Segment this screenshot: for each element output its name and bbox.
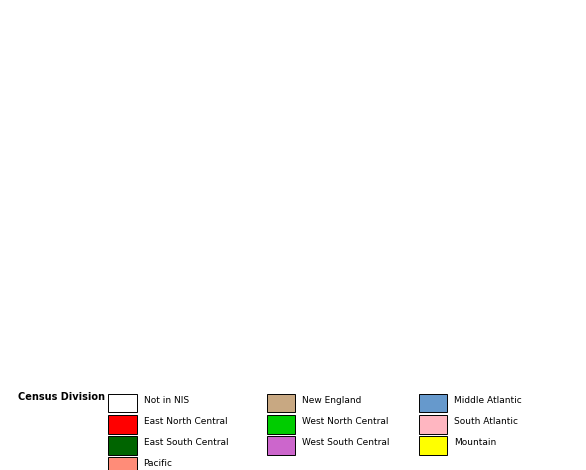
Bar (267, 394, 295, 413)
Bar (419, 415, 447, 434)
Text: Mountain: Mountain (454, 438, 496, 447)
Text: West South Central: West South Central (302, 438, 389, 447)
Bar (419, 436, 447, 455)
Bar (419, 394, 447, 413)
Text: Not in NIS: Not in NIS (144, 396, 189, 405)
Text: South Atlantic: South Atlantic (454, 417, 518, 426)
Bar (267, 436, 295, 455)
Text: East South Central: East South Central (144, 438, 228, 447)
Bar (108, 415, 137, 434)
Text: Middle Atlantic: Middle Atlantic (454, 396, 522, 405)
Text: Census Division: Census Division (18, 392, 104, 402)
Text: New England: New England (302, 396, 361, 405)
Text: East North Central: East North Central (144, 417, 227, 426)
Bar (267, 415, 295, 434)
Bar (108, 394, 137, 413)
Bar (108, 436, 137, 455)
Text: Pacific: Pacific (144, 459, 172, 468)
Bar (108, 457, 137, 470)
Text: West North Central: West North Central (302, 417, 389, 426)
